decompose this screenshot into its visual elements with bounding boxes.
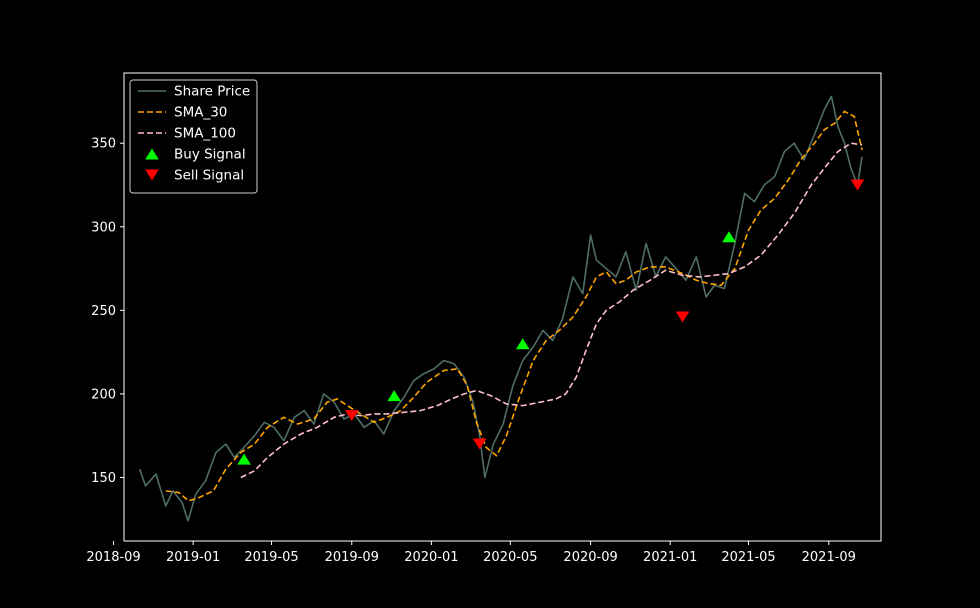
x-tick-label: 2021-01 (643, 550, 697, 565)
x-tick-label: 2020-09 (563, 550, 617, 565)
buy-signal-marker (515, 338, 530, 350)
y-axis: 150 200 250 300 350 (91, 137, 124, 486)
x-tick-label: 2021-09 (802, 550, 856, 565)
y-tick-label: 250 (91, 304, 116, 319)
y-tick-label: 300 (91, 220, 116, 235)
series-sma-30 (165, 110, 863, 502)
x-tick-label: 2021-05 (721, 550, 775, 565)
buy-signal-marker (722, 231, 736, 243)
x-tick-label: 2019-09 (325, 550, 379, 565)
sell-signal-marker (472, 438, 487, 450)
y-tick-label: 350 (91, 137, 116, 152)
plot-area (138, 95, 865, 522)
x-tick-label: 2020-05 (483, 550, 537, 565)
sell-signal-marker (850, 179, 865, 191)
legend-swatch-buy-signal (145, 148, 159, 160)
x-axis: 2018-09 2019-01 2019-05 2019-09 2020-01 2020-… (86, 541, 856, 565)
legend: Share Price SMA_30 SMA_100 Buy Signal Sell S… (129, 79, 258, 194)
legend-swatch-sell-signal (145, 169, 159, 181)
axes-frame (123, 72, 882, 542)
legend-label-share-price: Share Price (174, 84, 250, 100)
y-tick-label: 200 (91, 387, 116, 402)
legend-label-sma-30: SMA_30 (174, 105, 227, 121)
legend-label-buy-signal: Buy Signal (174, 147, 246, 163)
series-share-price (138, 95, 863, 522)
legend-box (129, 79, 258, 194)
y-tick-label: 150 (91, 471, 116, 486)
sell-signal-marker (344, 410, 359, 422)
legend-label-sell-signal: Sell Signal (174, 168, 244, 184)
x-tick-label: 2018-09 (86, 550, 140, 565)
x-tick-label: 2020-01 (404, 550, 458, 565)
x-tick-label: 2019-05 (244, 550, 298, 565)
legend-label-sma-100: SMA_100 (174, 126, 236, 142)
sell-signal-marker (675, 311, 690, 323)
buy-signal-marker (237, 453, 251, 465)
buy-signal-marker (387, 390, 401, 402)
x-tick-label: 2019-01 (166, 550, 220, 565)
